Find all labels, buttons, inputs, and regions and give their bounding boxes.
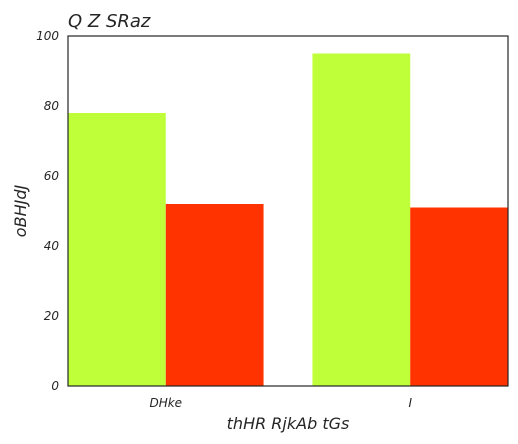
- bars-group: [68, 53, 508, 386]
- y-ticks: 0 20 40 60 80 100: [36, 29, 59, 393]
- bar-series1-I: [312, 53, 411, 386]
- y-tick-label: 80: [44, 99, 60, 113]
- bar-series2-DHke: [165, 204, 264, 386]
- x-axis-label: thHR RjkAb tGs: [227, 414, 350, 433]
- y-tick-label: 40: [44, 239, 60, 253]
- y-tick-label: 100: [36, 29, 59, 43]
- bar-series2-I: [410, 207, 508, 386]
- x-tick-label: I: [408, 396, 412, 410]
- y-tick-label: 20: [44, 309, 60, 323]
- x-tick-label: DHke: [149, 396, 182, 410]
- x-ticks: DHke I: [149, 396, 412, 410]
- y-axis-label: oBHJdJ: [11, 185, 30, 238]
- chart-title: Q Z SRaz: [68, 11, 151, 32]
- bar-series1-DHke: [68, 113, 166, 386]
- y-tick-label: 60: [44, 169, 60, 183]
- plot-frame: [67, 35, 509, 387]
- y-tick-label: 0: [51, 379, 59, 393]
